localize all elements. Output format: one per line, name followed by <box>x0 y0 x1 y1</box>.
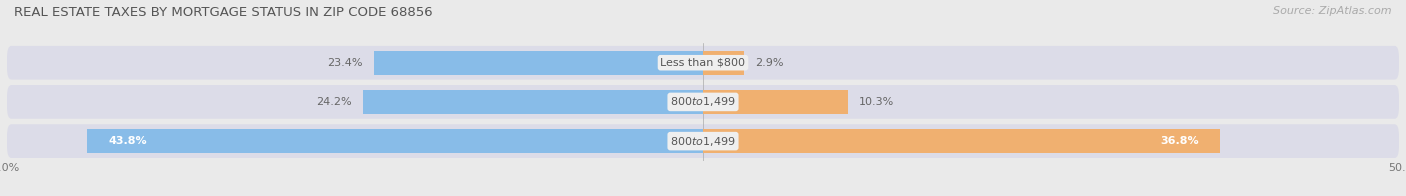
Bar <box>703 51 744 75</box>
Text: 36.8%: 36.8% <box>1161 136 1199 146</box>
FancyBboxPatch shape <box>7 46 1399 80</box>
Bar <box>87 129 703 153</box>
Bar <box>363 90 703 114</box>
Text: REAL ESTATE TAXES BY MORTGAGE STATUS IN ZIP CODE 68856: REAL ESTATE TAXES BY MORTGAGE STATUS IN … <box>14 6 433 19</box>
Text: 2.9%: 2.9% <box>755 58 783 68</box>
Bar <box>703 90 848 114</box>
Text: 10.3%: 10.3% <box>859 97 894 107</box>
Text: Source: ZipAtlas.com: Source: ZipAtlas.com <box>1274 6 1392 16</box>
FancyBboxPatch shape <box>7 85 1399 119</box>
Text: 24.2%: 24.2% <box>316 97 352 107</box>
FancyBboxPatch shape <box>7 124 1399 158</box>
Text: 43.8%: 43.8% <box>108 136 146 146</box>
Text: $800 to $1,499: $800 to $1,499 <box>671 95 735 108</box>
Text: Less than $800: Less than $800 <box>661 58 745 68</box>
Bar <box>374 51 703 75</box>
Text: $800 to $1,499: $800 to $1,499 <box>671 135 735 148</box>
Text: 23.4%: 23.4% <box>328 58 363 68</box>
Bar <box>703 129 1220 153</box>
